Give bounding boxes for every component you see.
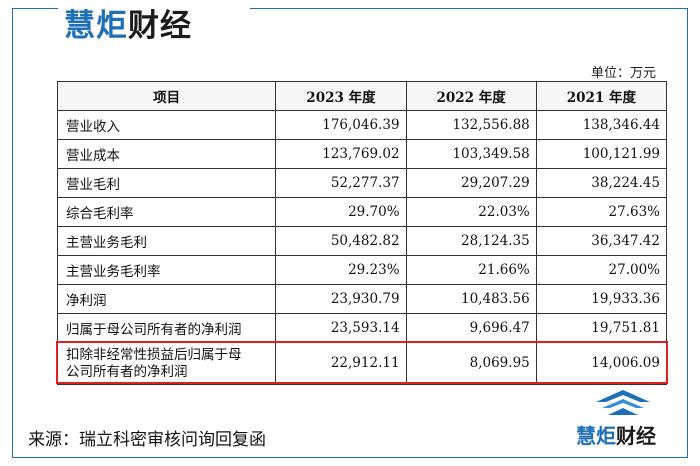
cell-2021: 19,751.81 <box>535 313 668 343</box>
row-label-line1: 扣除非经常性损益后归属于母 <box>66 346 242 363</box>
brand-logo-icon <box>596 390 650 415</box>
page-frame <box>12 8 688 458</box>
cell-2023: 23,593.14 <box>275 313 407 343</box>
cell-2021: 19,933.36 <box>535 284 668 314</box>
cell-2021: 138,346.44 <box>535 110 668 140</box>
brand-part1: 慧炬 <box>576 424 616 448</box>
row-label-line2: 公司所有者的净利润 <box>66 363 188 380</box>
brand-part2: 财经 <box>616 424 656 448</box>
table-row: 综合毛利率 29.70% 22.03% 27.63% <box>56 197 668 227</box>
row-label: 净利润 <box>56 284 277 314</box>
frame-gap <box>58 0 250 16</box>
cell-2021: 36,347.42 <box>535 226 668 256</box>
row-label: 营业收入 <box>56 110 277 140</box>
row-label: 营业毛利 <box>56 168 277 198</box>
row-label: 主营业务毛利率 <box>56 255 277 285</box>
cell-2022: 8,069.95 <box>405 342 537 385</box>
cell-2021: 27.63% <box>535 197 668 227</box>
cell-2023: 50,482.82 <box>275 226 407 256</box>
table-row: 营业收入 176,046.39 132,556.88 138,346.44 <box>56 110 668 140</box>
row-label: 归属于母公司所有者的净利润 <box>56 313 277 343</box>
cell-2023: 52,277.37 <box>275 168 407 198</box>
row-label: 主营业务毛利 <box>56 226 277 256</box>
cell-2023: 123,769.02 <box>275 139 407 169</box>
cell-2022: 10,483.56 <box>405 284 537 314</box>
cell-2022: 28,124.35 <box>405 226 537 256</box>
brand-logo-bottom: 慧炬财经 <box>576 420 656 449</box>
table-row: 净利润 23,930.79 10,483.56 19,933.36 <box>56 284 668 314</box>
financial-table: 项目 2023 年度 2022 年度 2021 年度 营业收入 176,046.… <box>56 81 668 385</box>
cell-2022: 9,696.47 <box>405 313 537 343</box>
header-2023: 2023 年度 <box>275 81 407 111</box>
header-item: 项目 <box>56 81 277 111</box>
cell-2023: 23,930.79 <box>275 284 407 314</box>
row-label: 营业成本 <box>56 139 277 169</box>
header-2022: 2022 年度 <box>405 81 537 111</box>
cell-2022: 132,556.88 <box>405 110 537 140</box>
cell-2022: 22.03% <box>405 197 537 227</box>
cell-2022: 103,349.58 <box>405 139 537 169</box>
cell-2023: 29.23% <box>275 255 407 285</box>
cell-2021: 100,121.99 <box>535 139 668 169</box>
unit-label: 单位：万元 <box>590 66 656 81</box>
highlight-box <box>56 341 668 384</box>
cell-2021: 27.00% <box>535 255 668 285</box>
table-row: 归属于母公司所有者的净利润 23,593.14 9,696.47 19,751.… <box>56 313 668 343</box>
table-row: 主营业务毛利率 29.23% 21.66% 27.00% <box>56 255 668 285</box>
table-row: 营业成本 123,769.02 103,349.58 100,121.99 <box>56 139 668 169</box>
cell-2022: 21.66% <box>405 255 537 285</box>
cell-2021: 38,224.45 <box>535 168 668 198</box>
row-label: 扣除非经常性损益后归属于母 公司所有者的净利润 <box>56 342 277 385</box>
table-header-row: 项目 2023 年度 2022 年度 2021 年度 <box>56 81 668 111</box>
table-row: 营业毛利 52,277.37 29,207.29 38,224.45 <box>56 168 668 198</box>
brand-part1: 慧炬 <box>64 7 128 44</box>
table-row-highlighted: 扣除非经常性损益后归属于母 公司所有者的净利润 22,912.11 8,069.9… <box>56 342 668 385</box>
cell-2023: 29.70% <box>275 197 407 227</box>
brand-part2: 财经 <box>128 7 192 44</box>
row-label: 综合毛利率 <box>56 197 277 227</box>
cell-2022: 29,207.29 <box>405 168 537 198</box>
brand-logo-top: 慧炬 财经 <box>64 2 192 44</box>
source-note: 来源：瑞立科密审核问询回复函 <box>28 430 266 450</box>
cell-2021: 14,006.09 <box>535 342 668 385</box>
header-2021: 2021 年度 <box>535 81 668 111</box>
cell-2023: 176,046.39 <box>275 110 407 140</box>
table-row: 主营业务毛利 50,482.82 28,124.35 36,347.42 <box>56 226 668 256</box>
